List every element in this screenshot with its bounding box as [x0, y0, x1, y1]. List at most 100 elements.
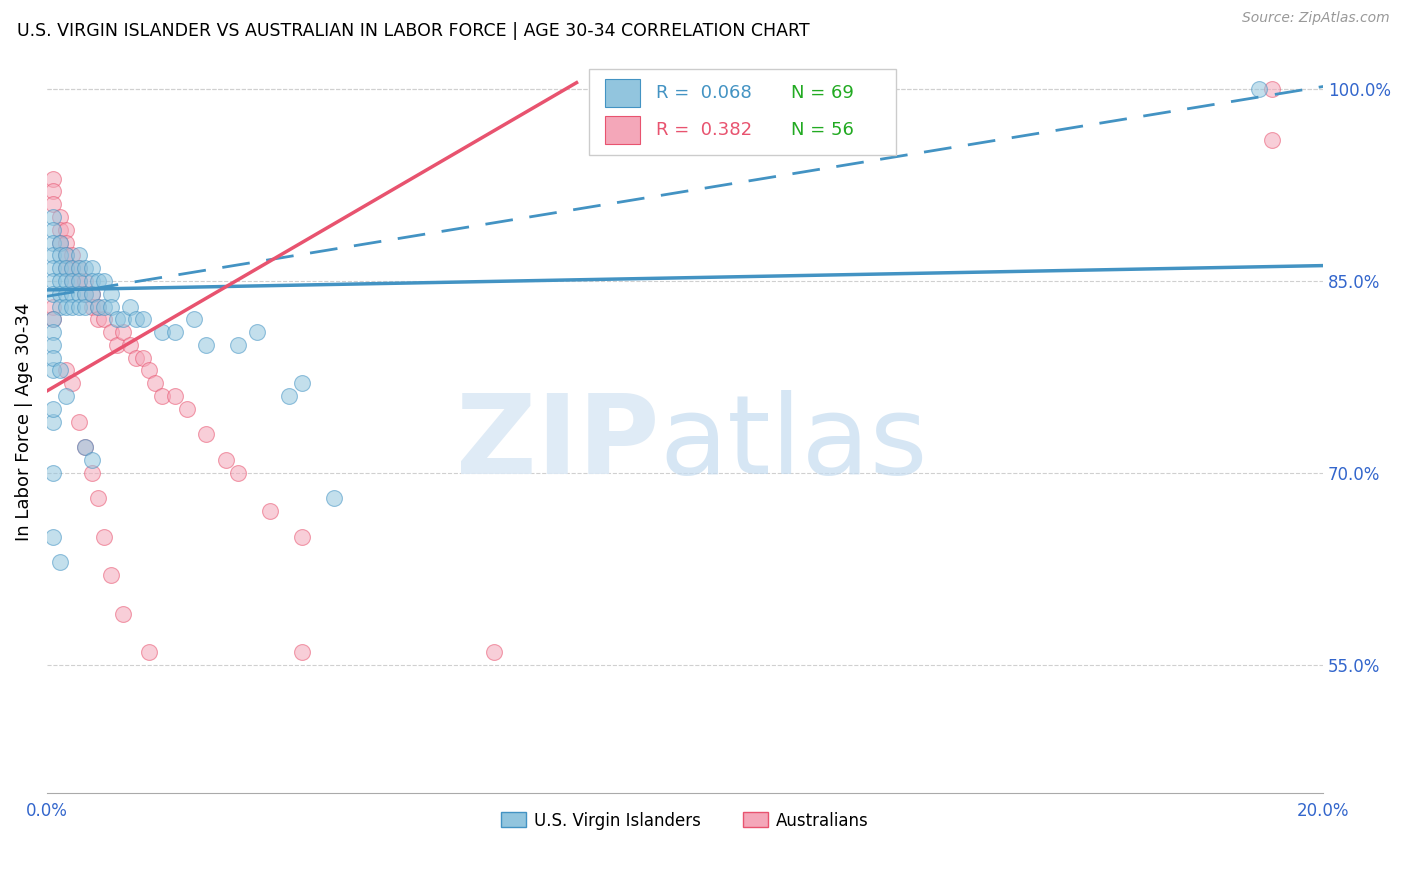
Point [75, 300, 97, 314]
Point [163, 389, 186, 403]
Point [112, 607, 135, 621]
Point [482, 645, 505, 659]
Point [246, 325, 269, 339]
Point [93, 300, 115, 314]
Text: ZIP: ZIP [456, 391, 659, 498]
Point [87, 300, 110, 314]
Point [105, 312, 128, 326]
Point [80, 286, 103, 301]
Point [163, 325, 186, 339]
Point [278, 389, 301, 403]
Point [1249, 82, 1271, 96]
Point [67, 286, 90, 301]
Point [112, 312, 135, 326]
Point [228, 338, 250, 352]
Point [42, 286, 65, 301]
Point [42, 363, 65, 377]
Point [42, 325, 65, 339]
Point [42, 210, 65, 224]
Point [75, 261, 97, 276]
Point [80, 453, 103, 467]
Point [291, 376, 314, 391]
Point [67, 261, 90, 276]
Point [80, 286, 103, 301]
Point [48, 300, 70, 314]
Point [87, 300, 110, 314]
Point [125, 312, 148, 326]
Point [100, 325, 122, 339]
Point [42, 248, 65, 262]
Point [55, 363, 77, 377]
Point [67, 300, 90, 314]
Point [62, 376, 84, 391]
Point [48, 274, 70, 288]
Point [75, 274, 97, 288]
Point [42, 185, 65, 199]
Point [42, 300, 65, 314]
Point [323, 491, 346, 506]
Point [67, 261, 90, 276]
Point [55, 248, 77, 262]
Point [118, 300, 141, 314]
Text: Source: ZipAtlas.com: Source: ZipAtlas.com [1241, 11, 1389, 25]
Point [62, 261, 84, 276]
Point [80, 466, 103, 480]
Point [42, 415, 65, 429]
Point [48, 248, 70, 262]
Point [118, 338, 141, 352]
Point [42, 312, 65, 326]
Point [87, 312, 110, 326]
Point [259, 504, 281, 518]
Point [112, 325, 135, 339]
Point [125, 351, 148, 365]
Point [62, 274, 84, 288]
Point [87, 491, 110, 506]
Point [42, 530, 65, 544]
Point [55, 223, 77, 237]
Bar [605, 78, 640, 107]
Point [291, 530, 314, 544]
Point [291, 645, 314, 659]
Point [1261, 133, 1284, 147]
Point [138, 645, 160, 659]
Point [75, 286, 97, 301]
Point [42, 235, 65, 250]
Point [62, 248, 84, 262]
Point [131, 351, 153, 365]
Point [105, 338, 128, 352]
FancyBboxPatch shape [589, 70, 896, 154]
Point [48, 363, 70, 377]
Bar [605, 116, 640, 145]
Point [100, 286, 122, 301]
Point [42, 466, 65, 480]
Point [131, 312, 153, 326]
Point [42, 312, 65, 326]
Point [183, 312, 205, 326]
Point [75, 286, 97, 301]
Point [100, 300, 122, 314]
Point [42, 338, 65, 352]
Point [48, 210, 70, 224]
Point [80, 274, 103, 288]
Point [42, 401, 65, 416]
Point [48, 286, 70, 301]
Point [150, 325, 173, 339]
Point [214, 453, 236, 467]
Point [42, 171, 65, 186]
Point [138, 363, 160, 377]
Point [48, 235, 70, 250]
Text: R =  0.068: R = 0.068 [655, 84, 751, 102]
Point [228, 466, 250, 480]
Point [176, 401, 198, 416]
Point [42, 223, 65, 237]
Y-axis label: In Labor Force | Age 30-34: In Labor Force | Age 30-34 [15, 302, 32, 541]
Point [48, 555, 70, 569]
Point [67, 274, 90, 288]
Point [195, 338, 218, 352]
Point [1261, 82, 1284, 96]
Point [55, 389, 77, 403]
Point [80, 261, 103, 276]
Point [55, 286, 77, 301]
Point [55, 248, 77, 262]
Point [62, 286, 84, 301]
